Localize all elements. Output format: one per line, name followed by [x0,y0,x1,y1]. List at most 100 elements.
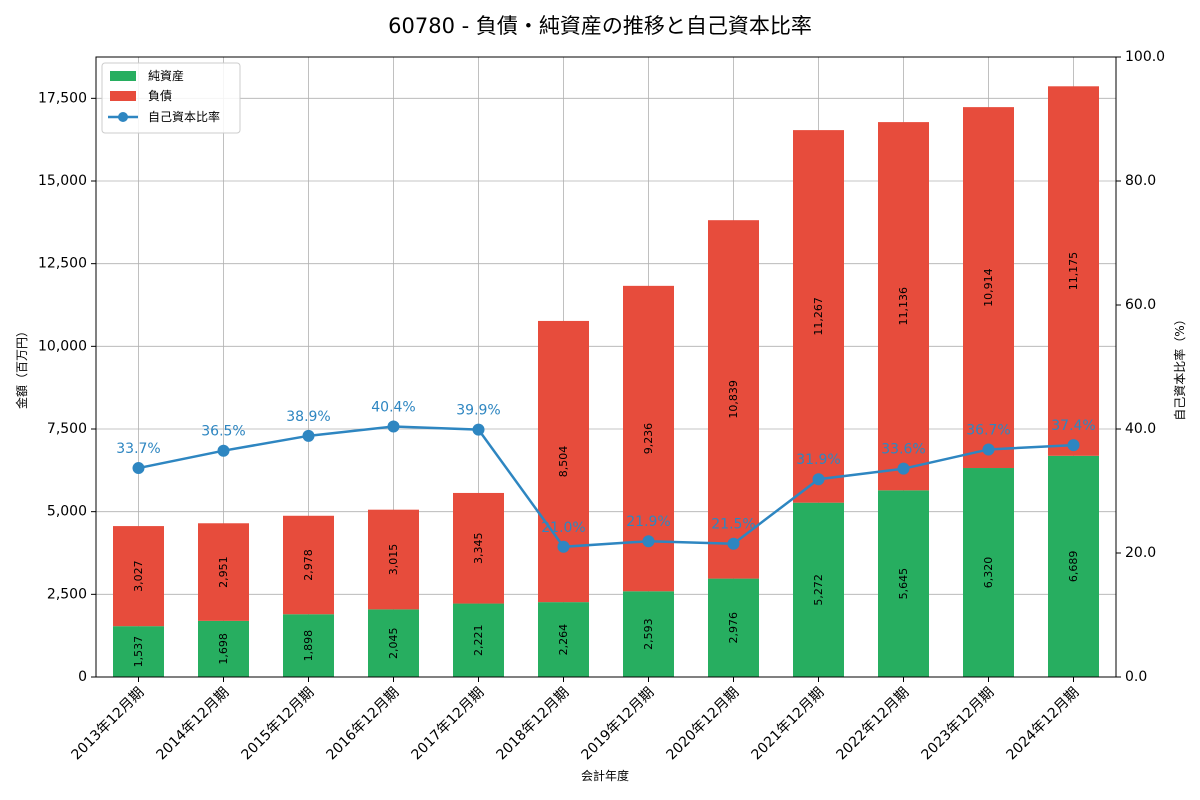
bar-liabilities [963,107,1014,469]
ratio-point [217,444,230,457]
legend-marker-ratio [118,112,128,122]
data-label-net-assets: 5,645 [897,568,910,600]
x-tick-label: 2014年12月期 [154,685,233,764]
x-axis-label: 会計年度 [581,768,629,783]
data-label-net-assets: 1,698 [217,633,230,665]
ratio-data-label: 39.9% [456,403,500,419]
x-tick-label: 2015年12月期 [239,685,318,764]
y-tick-label-right: 60.0 [1125,297,1156,313]
bar-liabilities [793,130,844,503]
x-tick-label: 2023年12月期 [919,685,998,764]
data-label-liabilities: 3,015 [387,544,400,576]
ratio-point [132,462,145,475]
chart-title: 60780 - 負債・純資産の推移と自己資本比率 [388,14,812,38]
legend-label-ratio: 自己資本比率 [148,109,220,124]
ratio-data-label: 21.0% [541,520,585,536]
y-tick-label-left: 17,500 [38,90,87,106]
bar-liabilities [453,492,504,604]
x-tick-label: 2019年12月期 [579,685,658,764]
data-label-liabilities: 11,175 [1067,252,1080,291]
data-label-liabilities: 2,951 [217,556,230,588]
data-label-liabilities: 2,978 [302,549,315,581]
data-label-liabilities: 11,267 [812,297,825,336]
data-label-liabilities: 3,345 [472,533,485,565]
data-label-net-assets: 6,689 [1067,551,1080,583]
ratio-data-label: 31.9% [796,452,840,468]
bar-net-assets [198,620,249,677]
ratio-point [557,540,570,553]
bar-net-assets [368,609,419,677]
y-tick-label-left: 0 [78,669,87,685]
y-tick-label-left: 15,000 [38,173,87,189]
bar-liabilities [538,320,589,603]
x-tick-label: 2013年12月期 [69,685,148,764]
ratio-data-label: 33.6% [881,442,925,458]
ratio-point [302,429,315,442]
y-tick-label-left: 12,500 [38,256,87,272]
ratio-point [642,535,655,548]
bar-net-assets [283,614,334,677]
ratio-point [812,473,825,486]
data-label-net-assets: 6,320 [982,557,995,589]
y-tick-label-right: 80.0 [1125,173,1156,189]
ratio-line: 33.7% 36.5% 38.9% 40.4% 39.9% 21.0% 21.9% 21.5%… [116,400,1096,553]
legend-label-liabilities: 負債 [148,88,172,103]
bar-net-assets [538,602,589,677]
y-tick-label-right: 100.0 [1125,49,1165,65]
data-label-net-assets: 2,264 [557,624,570,656]
y-axis-label-right: 自己資本比率（%） [1172,313,1187,420]
data-label-net-assets: 2,593 [642,618,655,650]
data-label-liabilities: 3,027 [132,560,145,592]
y-tick-label-left: 2,500 [47,586,87,602]
ratio-point [387,420,400,433]
bar-net-assets [878,490,929,677]
bar-net-assets [453,603,504,677]
ratio-data-label: 37.4% [1051,418,1095,434]
bar-net-assets [708,578,759,677]
ratio-point [897,462,910,475]
legend-label-net-assets: 純資産 [148,68,184,83]
bar-net-assets [1048,455,1099,677]
bar-net-assets [623,591,674,677]
ratio-data-label: 21.9% [626,514,670,530]
legend-swatch-liabilities [110,91,136,101]
x-tick-label: 2017年12月期 [409,685,488,764]
ratio-data-label: 40.4% [371,400,415,416]
ratio-data-label: 36.5% [201,424,245,440]
data-label-net-assets: 2,221 [472,625,485,657]
data-label-liabilities: 9,236 [642,423,655,455]
bar-liabilities [113,526,164,627]
bar-net-assets [793,502,844,677]
bar-net-assets [963,468,1014,677]
y-tick-label-right: 40.0 [1125,421,1156,437]
bar-liabilities [198,523,249,621]
y-tick-label-right: 0.0 [1125,669,1147,685]
ratio-data-label: 21.5% [711,517,755,533]
ratio-point [1067,439,1080,452]
y-axis-label-left: 金額（百万円） [14,325,29,409]
plot-frame [95,56,1117,678]
data-label-net-assets: 1,537 [132,636,145,668]
x-tick-label: 2016年12月期 [324,685,403,764]
legend-box [101,62,241,134]
bar-liabilities [368,509,419,610]
y-tick-label-left: 10,000 [38,338,87,354]
data-label-net-assets: 2,045 [387,627,400,659]
data-label-liabilities: 8,504 [557,446,570,478]
bar-liabilities [878,122,929,491]
x-tick-label: 2022年12月期 [834,685,913,764]
data-label-liabilities: 10,839 [727,380,740,419]
y-tick-label-right: 20.0 [1125,545,1156,561]
data-label-net-assets: 1,898 [302,630,315,662]
bar-liabilities [1048,86,1099,456]
data-label-liabilities: 10,914 [982,268,995,307]
ratio-polyline [138,425,1074,549]
bar-liabilities [708,220,759,579]
y-tick-label-left: 7,500 [47,421,87,437]
ratio-data-label: 33.7% [116,441,160,457]
legend-swatch-net-assets [110,71,136,81]
legend: 純資産 負債 自己資本比率 [101,62,241,134]
data-label-net-assets: 2,976 [727,612,740,644]
ratio-point [472,423,485,436]
